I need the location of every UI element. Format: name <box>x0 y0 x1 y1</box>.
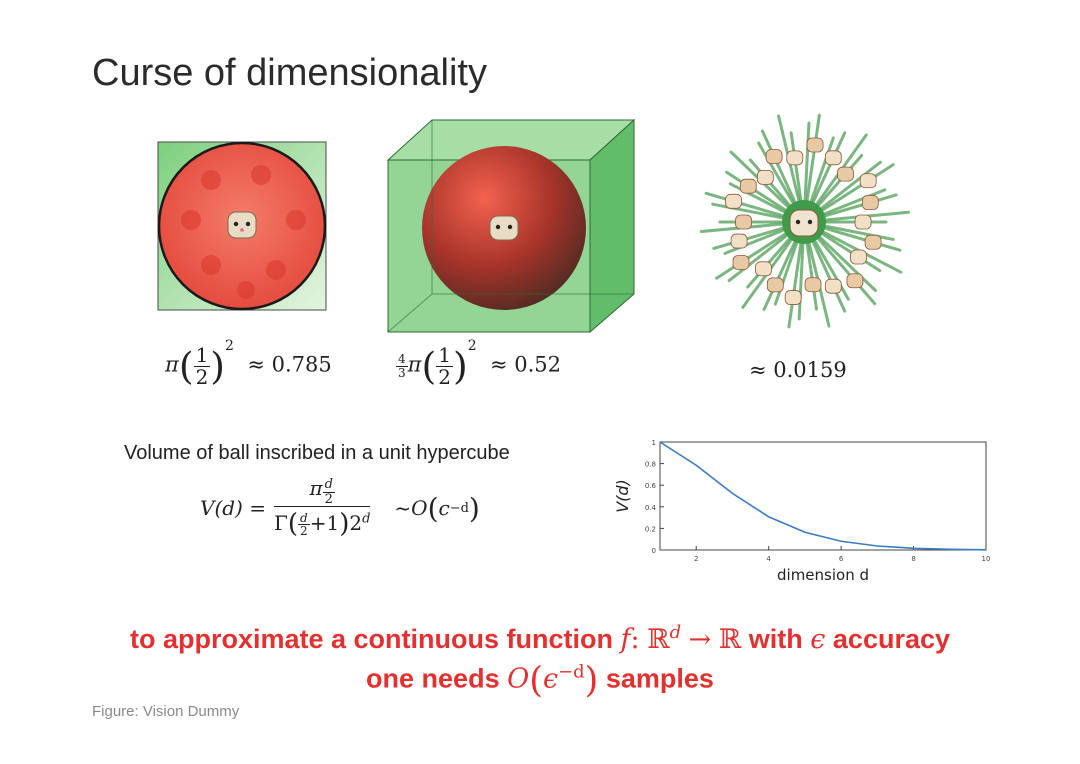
spiky-ball-illustration <box>699 113 911 329</box>
square-circle-illustration <box>157 141 327 311</box>
series-line <box>659 441 987 551</box>
y-tick-label: 0.4 <box>645 504 657 512</box>
pet-face-icon <box>766 277 784 293</box>
cat-face-icon <box>489 215 519 241</box>
slide-title: Curse of dimensionality <box>92 52 487 94</box>
x-tick-label: 6 <box>839 555 844 563</box>
cube-sphere-illustration <box>386 118 636 334</box>
pet-face-icon <box>854 214 872 230</box>
y-axis-label: V(d) <box>613 479 632 513</box>
pet-face-icon <box>725 193 742 209</box>
pet-face-icon <box>786 150 804 166</box>
pet-face-icon <box>859 173 877 189</box>
pet-face-icon <box>846 273 864 289</box>
x-tick-label: 10 <box>982 555 991 563</box>
formula-3d: 4 3 π(1 2)2 ≈ 0.52 <box>396 337 561 389</box>
pet-face-icon <box>755 261 772 277</box>
dog-face-icon <box>789 209 819 237</box>
pet-face-icon <box>861 195 879 210</box>
y-tick-label: 0 <box>652 547 656 555</box>
y-tick-label: 0.8 <box>645 461 656 469</box>
formula-nd: ≈ 0.0159 <box>749 358 847 382</box>
x-tick-label: 8 <box>911 555 915 563</box>
x-tick-label: 2 <box>694 555 698 563</box>
pet-face-icon <box>765 149 783 164</box>
pet-face-icon <box>739 178 757 194</box>
cat-face-icon <box>227 211 257 239</box>
pet-face-icon <box>824 150 842 166</box>
volume-subtitle: Volume of ball inscribed in a unit hyper… <box>124 442 510 464</box>
y-tick-label: 1 <box>652 439 656 447</box>
figure-caption: Figure: Vision Dummy <box>92 703 240 720</box>
pet-face-icon <box>732 255 750 270</box>
pet-face-icon <box>837 166 854 182</box>
x-tick-label: 4 <box>766 555 771 563</box>
pet-face-icon <box>784 290 802 305</box>
pet-face-icon <box>850 249 867 265</box>
formula-2d: π(1 2)2 ≈ 0.785 <box>165 337 332 389</box>
pet-face-icon <box>806 137 824 153</box>
volume-chart: 0 0.2 0.4 0.6 0.8 1 2 4 6 8 10 dimension d V(d) <box>613 439 991 584</box>
statement-line-1: to approximate a continuous function f: … <box>129 622 951 655</box>
pet-face-icon <box>735 214 752 230</box>
y-tick-label: 0.2 <box>645 525 656 533</box>
y-tick-label: 0.6 <box>645 482 657 490</box>
statement-line-2: one needs O(ϵ−d) samples <box>366 660 714 701</box>
plot-frame <box>659 441 987 551</box>
pet-face-icon <box>730 233 748 249</box>
pet-face-icon <box>824 278 842 294</box>
pet-face-icon <box>756 169 774 185</box>
x-axis-label: dimension d <box>777 566 869 584</box>
pet-face-icon <box>804 277 822 293</box>
pet-face-icon <box>864 234 882 250</box>
